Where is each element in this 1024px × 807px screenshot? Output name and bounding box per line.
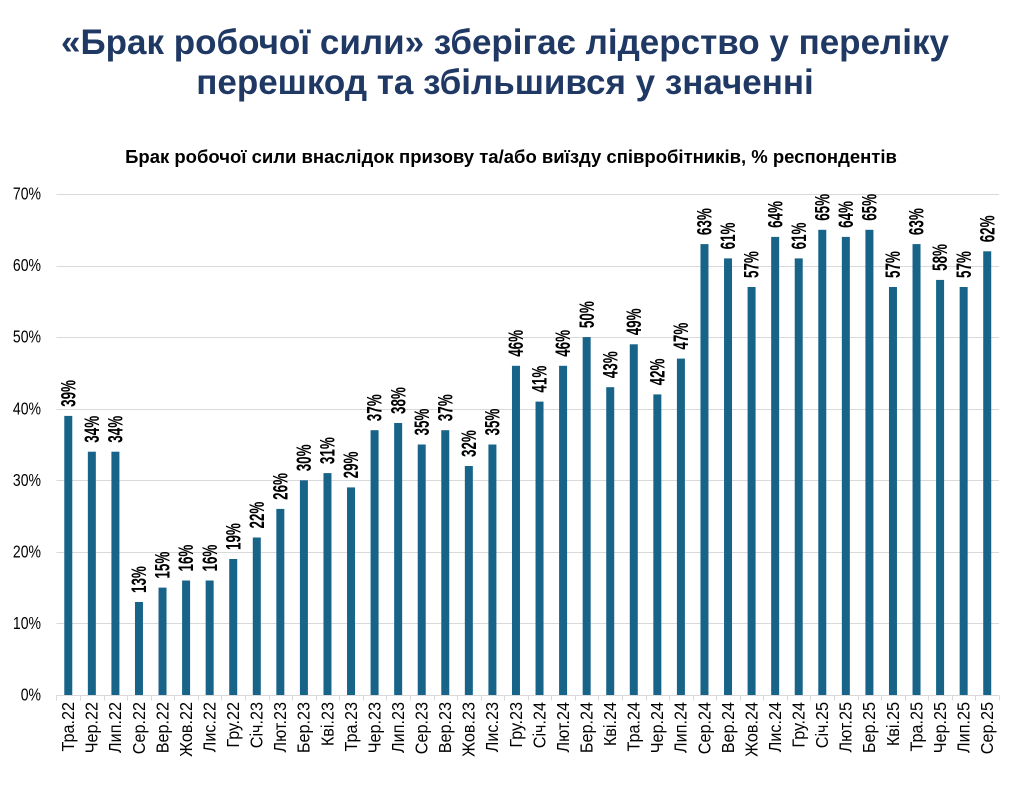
svg-text:40%: 40% — [13, 399, 41, 419]
svg-text:39%: 39% — [56, 380, 80, 407]
svg-text:37%: 37% — [433, 394, 457, 421]
svg-text:65%: 65% — [810, 194, 834, 221]
svg-text:62%: 62% — [975, 215, 999, 242]
svg-text:43%: 43% — [598, 351, 622, 378]
svg-text:Бер.25: Бер.25 — [859, 702, 879, 753]
svg-text:65%: 65% — [857, 194, 881, 221]
svg-text:57%: 57% — [881, 251, 905, 278]
svg-text:Чер.23: Чер.23 — [365, 702, 385, 753]
svg-text:Лис.22: Лис.22 — [200, 702, 220, 752]
svg-text:37%: 37% — [363, 394, 387, 421]
svg-text:Сер.24: Сер.24 — [694, 702, 714, 755]
svg-text:20%: 20% — [13, 542, 41, 562]
svg-text:19%: 19% — [221, 523, 245, 550]
svg-text:63%: 63% — [693, 208, 717, 235]
svg-text:Лют.24: Лют.24 — [553, 702, 573, 753]
svg-text:32%: 32% — [457, 430, 481, 457]
svg-text:Вер.22: Вер.22 — [153, 702, 173, 753]
svg-text:64%: 64% — [763, 201, 787, 228]
svg-text:Сер.22: Сер.22 — [129, 702, 149, 754]
svg-text:Лют.23: Лют.23 — [270, 702, 290, 753]
svg-text:57%: 57% — [740, 251, 764, 278]
svg-text:Чер.22: Чер.22 — [82, 702, 102, 753]
svg-text:Вер.23: Вер.23 — [435, 702, 455, 753]
svg-text:Гру.23: Гру.23 — [506, 702, 526, 748]
svg-text:61%: 61% — [787, 222, 811, 249]
svg-text:Чер.24: Чер.24 — [647, 702, 667, 754]
svg-text:Чер.25: Чер.25 — [930, 702, 950, 753]
svg-text:0%: 0% — [21, 685, 41, 705]
svg-text:41%: 41% — [528, 365, 552, 392]
svg-text:34%: 34% — [103, 416, 127, 443]
svg-text:Січ.23: Січ.23 — [247, 702, 267, 748]
svg-text:26%: 26% — [268, 473, 292, 500]
svg-text:60%: 60% — [13, 256, 41, 276]
svg-text:Тра.23: Тра.23 — [341, 702, 361, 751]
svg-text:46%: 46% — [504, 330, 528, 357]
svg-text:50%: 50% — [575, 301, 599, 328]
svg-text:16%: 16% — [174, 544, 198, 571]
svg-text:Бер.24: Бер.24 — [577, 702, 597, 754]
svg-text:16%: 16% — [198, 544, 222, 571]
svg-text:Гру.24: Гру.24 — [789, 702, 809, 748]
svg-text:Лип.24: Лип.24 — [671, 702, 691, 753]
svg-text:34%: 34% — [80, 416, 104, 443]
svg-text:Тра.25: Тра.25 — [907, 702, 927, 751]
svg-text:22%: 22% — [245, 501, 269, 528]
svg-text:Сер.25: Сер.25 — [977, 702, 997, 754]
svg-text:10%: 10% — [13, 613, 41, 633]
svg-text:49%: 49% — [622, 308, 646, 335]
svg-text:Кві.25: Кві.25 — [883, 702, 903, 746]
svg-text:Тра.22: Тра.22 — [58, 702, 78, 751]
svg-text:Січ.24: Січ.24 — [530, 702, 550, 749]
svg-text:46%: 46% — [551, 330, 575, 357]
svg-text:64%: 64% — [834, 201, 858, 228]
svg-text:Січ.25: Січ.25 — [812, 702, 832, 748]
svg-text:35%: 35% — [480, 408, 504, 435]
svg-text:Жов.24: Жов.24 — [742, 702, 762, 757]
svg-text:30%: 30% — [292, 444, 316, 471]
svg-text:Тра.24: Тра.24 — [624, 702, 644, 752]
svg-text:Бер.23: Бер.23 — [294, 702, 314, 753]
svg-text:Вер.24: Вер.24 — [718, 702, 738, 754]
svg-text:31%: 31% — [316, 437, 340, 464]
svg-text:Кві.23: Кві.23 — [317, 702, 337, 746]
svg-text:61%: 61% — [716, 222, 740, 249]
svg-text:Жов.22: Жов.22 — [176, 702, 196, 757]
svg-text:50%: 50% — [13, 327, 41, 347]
svg-text:Лис.24: Лис.24 — [765, 702, 785, 753]
svg-text:Лип.23: Лип.23 — [388, 702, 408, 753]
svg-text:Кві.24: Кві.24 — [600, 702, 620, 747]
svg-text:42%: 42% — [645, 358, 669, 385]
svg-text:70%: 70% — [13, 184, 41, 204]
svg-text:Жов.23: Жов.23 — [459, 702, 479, 757]
svg-text:Лип.22: Лип.22 — [105, 702, 125, 753]
svg-text:Сер.23: Сер.23 — [412, 702, 432, 754]
svg-text:35%: 35% — [410, 408, 434, 435]
svg-text:47%: 47% — [669, 322, 693, 349]
svg-text:Лип.25: Лип.25 — [954, 702, 974, 753]
svg-text:58%: 58% — [928, 244, 952, 271]
svg-text:Гру.22: Гру.22 — [223, 702, 243, 748]
svg-text:Лют.25: Лют.25 — [836, 702, 856, 753]
svg-text:57%: 57% — [952, 251, 976, 278]
svg-text:15%: 15% — [151, 551, 175, 578]
svg-text:30%: 30% — [13, 470, 41, 490]
svg-text:29%: 29% — [339, 451, 363, 478]
svg-text:Лис.23: Лис.23 — [482, 702, 502, 752]
svg-text:63%: 63% — [905, 208, 929, 235]
svg-text:13%: 13% — [127, 566, 151, 593]
svg-text:38%: 38% — [386, 387, 410, 414]
